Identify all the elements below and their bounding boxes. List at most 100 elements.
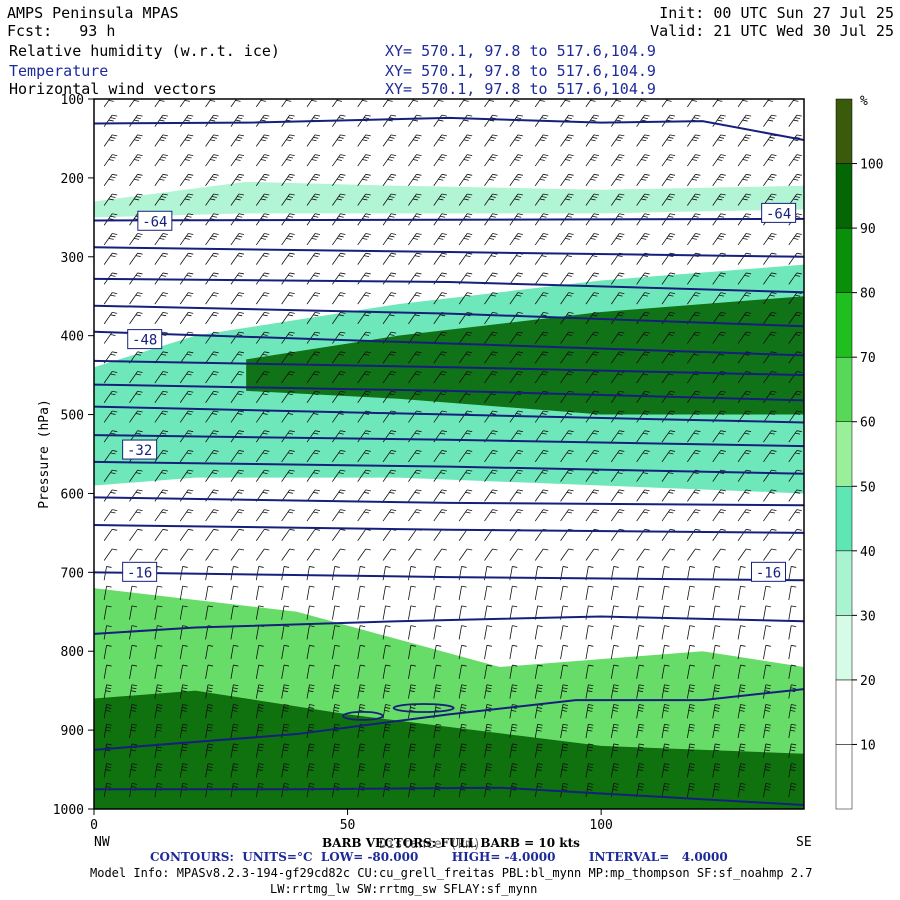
wind-barb — [205, 450, 219, 463]
wind-barb — [636, 410, 650, 423]
wind-barb — [788, 450, 802, 463]
wind-barb — [509, 489, 523, 502]
temperature-contour-3 — [94, 277, 804, 294]
wind-barb — [433, 605, 442, 620]
wind-barb — [433, 331, 447, 344]
contour-label-box — [751, 561, 786, 582]
wind-barb — [610, 292, 625, 305]
wind-barb — [306, 664, 315, 679]
contour-label-box — [122, 561, 158, 582]
wind-barb — [408, 450, 422, 463]
wind-barb — [306, 371, 321, 384]
wind-barb — [357, 154, 371, 167]
wind-barb — [332, 193, 346, 206]
wind-barb — [382, 585, 391, 601]
wind-barb — [306, 743, 315, 758]
wind-barb — [763, 763, 771, 778]
wind-barb — [661, 430, 676, 443]
wind-barb — [712, 331, 726, 344]
wind-barb — [129, 548, 143, 561]
wind-barb — [230, 763, 239, 778]
wind-barb — [129, 704, 138, 719]
wind-barb — [433, 173, 447, 187]
wind-barb — [205, 371, 219, 384]
wind-barb — [205, 723, 214, 739]
wind-barb — [737, 763, 746, 778]
wind-barb — [129, 723, 138, 739]
wind-barb — [458, 252, 473, 265]
wind-barb — [636, 684, 645, 699]
wind-barb — [154, 99, 167, 108]
wind-barb — [788, 193, 802, 206]
temperature-contour-1 — [94, 217, 804, 222]
wind-barb — [357, 134, 371, 147]
wind-barb — [154, 134, 168, 147]
wind-barb — [230, 605, 239, 620]
wind-barb — [103, 292, 118, 305]
wind-barb — [788, 528, 802, 542]
wind-barb — [103, 193, 118, 206]
wind-barb — [332, 292, 346, 305]
wind-barb — [712, 489, 726, 502]
colorbar-segment — [835, 615, 853, 681]
contour-label-box — [137, 210, 173, 231]
wind-barb — [763, 644, 771, 660]
wind-barb — [712, 272, 726, 285]
wind-barb — [534, 625, 543, 640]
wind-barb — [686, 605, 695, 620]
wind-barb — [281, 371, 295, 384]
wind-barb — [179, 272, 194, 285]
wind-barb — [560, 585, 569, 601]
wind-barb — [788, 311, 802, 325]
wind-barb — [281, 605, 290, 620]
plot-frame — [93, 98, 805, 810]
colorbar-segment — [835, 421, 853, 487]
wind-barb — [154, 763, 163, 778]
wind-barb — [332, 173, 346, 187]
wind-barb — [129, 684, 138, 699]
wind-barb — [281, 450, 295, 463]
wind-barb — [610, 723, 619, 739]
wind-barb — [763, 743, 771, 758]
wind-barb — [205, 528, 219, 542]
wind-barb — [636, 763, 645, 778]
wind-barb — [661, 134, 676, 147]
temperature-contour-14 — [94, 615, 804, 635]
axis-layer: 100 200 300 400 500 600 700 800 900 1000 0 50 100 — [53, 93, 613, 833]
wind-barb — [408, 684, 416, 699]
wind-barb — [408, 605, 416, 620]
wind-barb — [103, 585, 112, 601]
contour-legend: CONTOURS: UNITS=°C LOW= -80.000 HIGH= -4… — [150, 850, 728, 864]
wind-barb — [560, 704, 569, 719]
wind-barb — [306, 154, 321, 167]
wind-barb — [103, 469, 118, 482]
wind-barb — [509, 704, 518, 719]
wind-barb — [534, 134, 549, 147]
wind-barb — [560, 173, 574, 187]
wind-barb — [509, 154, 523, 167]
colorbar-label: 40 — [860, 545, 876, 560]
wind-barb — [382, 566, 391, 581]
wind-barb — [712, 664, 721, 679]
wind-barb — [154, 292, 168, 305]
wind-barb — [255, 548, 270, 561]
model-info: Model Info: MPASv8.2.3-194-gf29cd82c CU:… — [90, 866, 813, 880]
wind-barb — [509, 644, 518, 660]
wind-barb — [509, 763, 518, 778]
wind-barb — [357, 782, 366, 798]
wind-barb — [306, 292, 321, 305]
wind-barb — [357, 193, 371, 206]
field-wind-label: Horizontal wind vectors — [9, 80, 217, 98]
wind-barb — [230, 233, 245, 246]
wind-barb — [661, 509, 676, 522]
wind-barb — [433, 154, 447, 167]
temperature-contour-13 — [94, 571, 804, 582]
wind-barb — [129, 371, 143, 384]
wind-barb — [610, 331, 625, 344]
wind-barb — [331, 723, 340, 739]
wind-barb — [610, 410, 625, 423]
wind-barb — [610, 351, 625, 364]
wind-barb — [636, 193, 650, 206]
wind-barb — [103, 173, 118, 187]
